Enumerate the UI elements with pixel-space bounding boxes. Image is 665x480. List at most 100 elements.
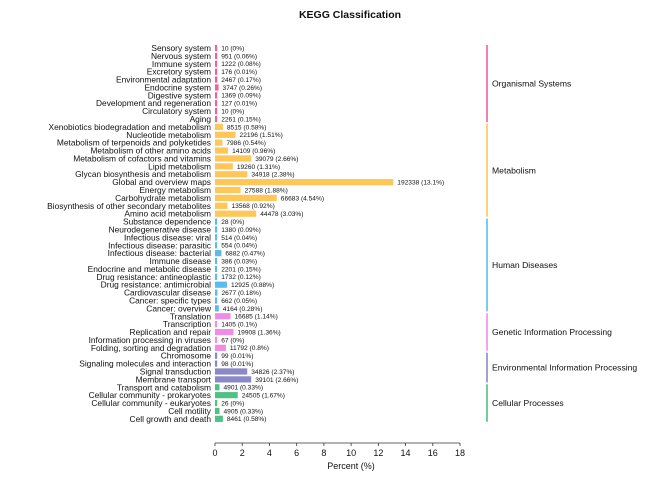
category-label: Cell motility [168, 406, 212, 416]
category-label: Metabolism of terpenoids and polyketides [57, 138, 211, 148]
bar [215, 147, 229, 154]
bar [215, 313, 231, 320]
bar [215, 76, 218, 83]
value-label: 3747 (0.26%) [223, 85, 263, 92]
category-label: Immune system [152, 59, 211, 69]
x-axis: 0 2 4 6 8 10 12 14 16 18 [212, 442, 465, 458]
value-label: 13568 (0.92%) [232, 203, 275, 210]
bar [215, 297, 218, 304]
category-label: Cell growth and death [130, 414, 212, 424]
bar [215, 265, 218, 273]
category-label: Glycan biosynthesis and metabolism [75, 169, 211, 179]
value-label: 44478 (3.03%) [260, 211, 303, 218]
value-label: 4901 (0.33%) [223, 385, 263, 392]
bar [215, 44, 218, 52]
bar [215, 305, 219, 312]
bar [215, 352, 218, 359]
category-label: Translation [170, 311, 211, 321]
bar [215, 384, 220, 391]
x-tick-label: 16 [428, 448, 438, 458]
bar [215, 368, 248, 375]
bar [215, 242, 218, 249]
x-tick-label: 18 [455, 448, 465, 458]
value-label: 34918 (2.38%) [251, 172, 294, 179]
bar [215, 289, 218, 296]
bar [215, 415, 223, 422]
bar [215, 257, 218, 265]
value-label: 27588 (1.88%) [245, 187, 288, 194]
category-label: Amino acid metabolism [124, 209, 211, 219]
x-tick-label: 4 [267, 448, 272, 458]
value-label: 1732 (0.12%) [221, 274, 261, 281]
category-label: Lipid metabolism [148, 161, 211, 171]
value-label: 8461 (0.58%) [227, 416, 267, 423]
value-label: 1369 (0.09%) [221, 93, 261, 100]
value-label: 951 (0.06%) [221, 53, 257, 60]
value-label: 4164 (0.28%) [223, 306, 263, 313]
value-label: 176 (0.01%) [221, 69, 257, 76]
value-label: 2677 (0.18%) [221, 290, 261, 297]
group-label: Environmental Information Processing [492, 363, 637, 373]
bar [215, 186, 241, 194]
x-tick-label: 14 [401, 448, 411, 458]
category-label: Information processing in viruses [89, 335, 211, 345]
value-label: 1380 (0.09%) [221, 227, 261, 234]
bar [215, 92, 218, 99]
value-label: 16685 (1.14%) [235, 314, 278, 321]
value-label: 67 (0%) [221, 337, 244, 344]
category-label: Replication and repair [130, 327, 212, 337]
value-label: 4905 (0.33%) [223, 408, 263, 415]
value-label: 24505 (1.67%) [242, 393, 285, 400]
category-label: Nucleotide metabolism [126, 130, 211, 140]
value-label: 19260 (1.31%) [237, 164, 280, 171]
category-label: Substance dependence [123, 217, 211, 227]
category-label: Metabolism of cofactors and vitamins [73, 153, 211, 163]
bar [215, 139, 223, 146]
category-label: Xenobiotics biodegradation and metabolis… [49, 122, 212, 132]
value-label: 2201 (0.15%) [221, 266, 261, 273]
category-label: Infectious disease: bacterial [108, 248, 211, 258]
category-label: Sensory system [151, 43, 211, 53]
category-label: Cellular community - prokaryotes [89, 390, 211, 400]
x-tick-label: 12 [373, 448, 383, 458]
category-label: Biosynthesis of other secondary metaboli… [47, 201, 211, 211]
category-label: Infectious disease: viral [124, 232, 211, 242]
category-label: Metabolism of other amino acids [90, 146, 211, 156]
value-label: 11792 (0.8%) [230, 345, 269, 352]
value-label: 12925 (0.88%) [231, 282, 274, 289]
category-label: Endocrine system [144, 82, 211, 92]
bar [215, 60, 218, 67]
value-label: 10 (0%) [221, 45, 244, 52]
category-label: Signaling molecules and interaction [79, 359, 211, 369]
bar [215, 360, 218, 367]
group-label: Organismal Systems [492, 79, 571, 89]
category-label: Neurodegenerative disease [109, 224, 212, 234]
category-label: Cellular community - eukaryotes [91, 398, 211, 408]
category-label: Immune disease [150, 256, 212, 266]
value-label: 39079 (2.66%) [255, 156, 298, 163]
value-label: 2467 (0.17%) [221, 77, 261, 84]
value-label: 8515 (0.58%) [227, 124, 267, 131]
bar [215, 376, 252, 383]
bar [215, 328, 234, 336]
value-label: 14109 (0.96%) [232, 148, 275, 155]
bar [215, 234, 218, 241]
value-label: 34826 (2.37%) [251, 369, 294, 376]
bar [215, 281, 227, 288]
category-label: Cardiovascular disease [124, 288, 211, 298]
bar [215, 218, 218, 225]
category-label: Development and regeneration [96, 98, 211, 108]
bar [215, 52, 218, 59]
x-tick-label: 2 [240, 448, 245, 458]
value-label: 192338 (13.1%) [397, 180, 444, 187]
group-label: Cellular Processes [492, 398, 564, 408]
x-tick-label: 8 [321, 448, 326, 458]
bar [215, 179, 394, 186]
value-label: 28 (0%) [221, 219, 244, 226]
category-label: Cancer: specific types [129, 295, 211, 305]
category-label: Folding, sorting and degradation [91, 343, 211, 353]
bar [215, 321, 218, 328]
category-label: Membrane transport [136, 374, 212, 384]
category-label: Transport and catabolism [117, 382, 211, 392]
